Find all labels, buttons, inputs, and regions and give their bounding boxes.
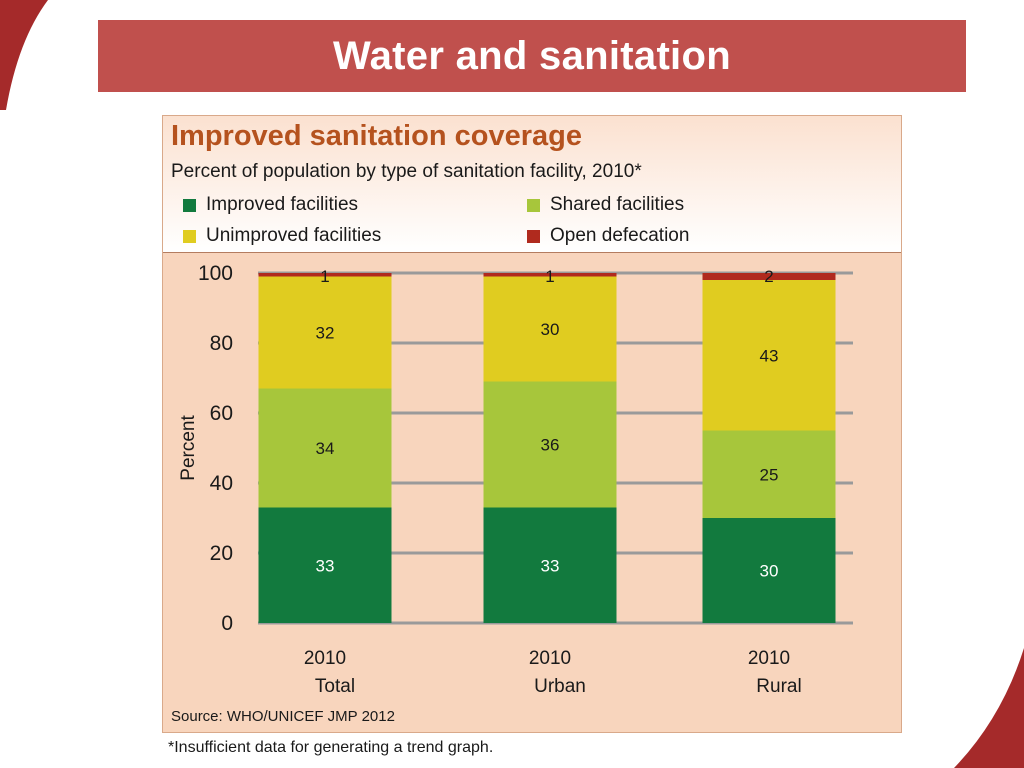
slide-title: Water and sanitation bbox=[333, 33, 731, 78]
x-category-name: Urban bbox=[534, 676, 586, 697]
chart-title: Improved sanitation coverage bbox=[171, 120, 582, 152]
legend-label-improved: Improved facilities bbox=[206, 194, 359, 215]
legend-swatch-improved bbox=[183, 198, 196, 212]
bar-segment-shared bbox=[483, 381, 617, 508]
stacked-bar-plot: 0 20 40 60 80 100 Percent 33 34 32 1 2010 Total 33 36 3… bbox=[178, 262, 853, 697]
y-tick-label: 20 bbox=[210, 542, 233, 565]
footnote: *Insufficient data for generating a tren… bbox=[168, 739, 494, 756]
data-label-shared: 34 bbox=[316, 439, 335, 458]
data-label-improved: 30 bbox=[760, 562, 779, 581]
bar-segment-unimproved bbox=[702, 280, 836, 431]
y-tick-label: 60 bbox=[210, 402, 233, 425]
x-category-name: Rural bbox=[756, 676, 801, 697]
corner-decoration-top-left bbox=[0, 0, 48, 110]
y-tick-label: 80 bbox=[210, 332, 233, 355]
x-category-year: 2010 bbox=[529, 648, 571, 669]
bar-segment-shared bbox=[258, 388, 392, 508]
y-tick-label: 100 bbox=[198, 262, 233, 285]
y-tick-label: 0 bbox=[221, 612, 233, 635]
data-label-open_defecation: 1 bbox=[320, 267, 329, 286]
data-label-improved: 33 bbox=[541, 556, 560, 575]
data-label-open_defecation: 1 bbox=[545, 267, 554, 286]
legend-label-unimproved: Unimproved facilities bbox=[206, 225, 382, 246]
legend-label-open-defecation: Open defecation bbox=[550, 225, 690, 246]
legend-item-open-defecation: Open defecation bbox=[527, 225, 689, 247]
legend-swatch-shared bbox=[527, 198, 540, 212]
data-label-open_defecation: 2 bbox=[764, 267, 773, 286]
chart-subtitle: Percent of population by type of sanitat… bbox=[171, 161, 642, 182]
x-category-year: 2010 bbox=[304, 648, 346, 669]
x-category-name: Total bbox=[315, 676, 355, 697]
corner-decoration-bottom-right bbox=[954, 648, 1024, 768]
chart-header: Improved sanitation coverage Percent of … bbox=[163, 116, 901, 253]
legend-label-shared: Shared facilities bbox=[550, 194, 685, 215]
data-label-shared: 25 bbox=[760, 465, 779, 484]
legend-item-improved: Improved facilities bbox=[183, 194, 358, 216]
data-label-unimproved: 43 bbox=[760, 346, 779, 365]
bar-segment-improved bbox=[258, 507, 392, 623]
bar-segment-unimproved bbox=[258, 276, 392, 389]
chart-source: Source: WHO/UNICEF JMP 2012 bbox=[171, 708, 395, 725]
chart-panel: Improved sanitation coverage Percent of … bbox=[162, 115, 902, 733]
title-banner: Water and sanitation bbox=[98, 20, 966, 92]
bar-segment-improved bbox=[483, 507, 617, 623]
legend-swatch-unimproved bbox=[183, 229, 196, 243]
bar-segment-open_defecation bbox=[483, 273, 617, 277]
data-label-unimproved: 30 bbox=[541, 320, 560, 339]
x-category-year: 2010 bbox=[748, 648, 790, 669]
data-label-shared: 36 bbox=[541, 436, 560, 455]
bar-segment-improved bbox=[702, 518, 836, 623]
data-label-improved: 33 bbox=[316, 556, 335, 575]
bar-segment-unimproved bbox=[483, 276, 617, 382]
legend-item-shared: Shared facilities bbox=[527, 194, 684, 216]
bar-segment-shared bbox=[702, 430, 836, 518]
legend-item-unimproved: Unimproved facilities bbox=[183, 225, 381, 247]
legend-swatch-open-defecation bbox=[527, 229, 540, 243]
data-label-unimproved: 32 bbox=[316, 324, 335, 343]
y-tick-label: 40 bbox=[210, 472, 233, 495]
y-axis-label: Percent bbox=[178, 415, 199, 481]
bar-segment-open_defecation bbox=[702, 273, 836, 280]
bar-segment-open_defecation bbox=[258, 273, 392, 277]
